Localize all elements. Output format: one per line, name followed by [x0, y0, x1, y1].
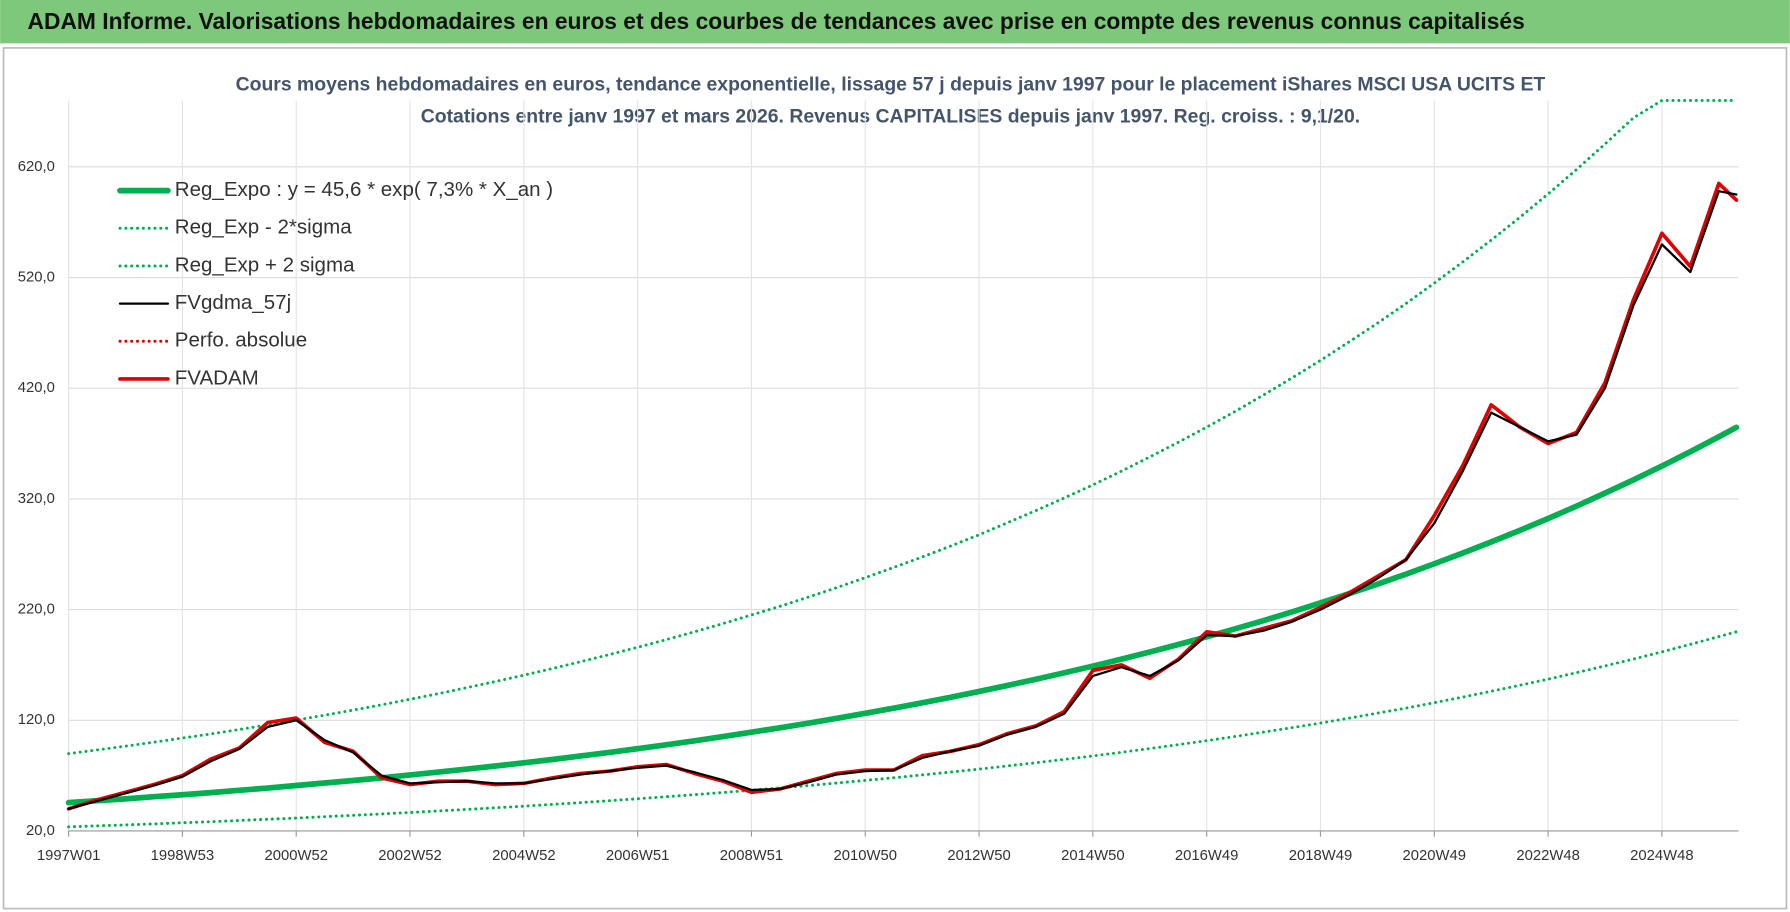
header-bar [0, 0, 1790, 44]
y-tick-label: 220,0 [18, 602, 55, 618]
series-line [67, 98, 1738, 756]
series-line [67, 190, 1738, 810]
x-tick-label: 2020W49 [1403, 848, 1466, 864]
x-tick-label: 2012W50 [947, 848, 1010, 864]
legend: Reg_Expo : y = 45,6 * exp( 7,3% * X_an )… [117, 178, 553, 389]
y-tick-label: 420,0 [18, 380, 55, 396]
x-tick-label: 2016W49 [1175, 848, 1238, 864]
y-tick-label: 520,0 [18, 269, 55, 285]
legend-label: Reg_Exp - 2*sigma [175, 216, 352, 239]
chart-subtitle: Cotations entre janv 1997 et mars 2026. … [421, 106, 1360, 128]
x-tick-label: 2002W52 [378, 848, 441, 864]
x-tick-label: 2014W50 [1061, 848, 1124, 864]
x-tick-label: 2008W51 [720, 848, 783, 864]
x-tick-label: 2018W49 [1289, 848, 1352, 864]
chart-title: Cours moyens hebdomadaires en euros, ten… [236, 74, 1546, 96]
legend-label: Perfo. absolue [175, 329, 307, 352]
y-tick-label: 320,0 [18, 491, 55, 507]
frame [2, 47, 1788, 910]
y-tick-label: 620,0 [18, 159, 55, 175]
legend-label: FVADAM [175, 366, 259, 389]
series-line [67, 630, 1738, 829]
x-tick-label: 2022W48 [1516, 848, 1579, 864]
y-tick-label: 120,0 [18, 712, 55, 728]
x-tick-label: 2006W51 [606, 848, 669, 864]
x-tick-label: 1998W53 [151, 848, 214, 864]
x-tick-label: 2010W50 [834, 848, 897, 864]
legend-label: FVgdma_57j [175, 291, 291, 314]
series-line [65, 424, 1740, 806]
y-tick-label: 20,0 [26, 823, 55, 839]
legend-label: Reg_Expo : y = 45,6 * exp( 7,3% * X_an ) [175, 178, 553, 201]
x-tick-label: 2004W52 [492, 848, 555, 864]
x-tick-label: 2024W48 [1630, 848, 1693, 864]
header-title: ADAM Informe. Valorisations hebdomadaire… [28, 8, 1525, 34]
grid: 20,0 120,0 220,0 320,0 420,0 520,0 620,0 1997W0… [18, 100, 1739, 864]
legend-label: Reg_Exp + 2 sigma [175, 253, 355, 276]
plot [65, 98, 1740, 829]
x-tick-label: 2000W52 [264, 848, 327, 864]
x-tick-label: 1997W01 [37, 848, 100, 864]
